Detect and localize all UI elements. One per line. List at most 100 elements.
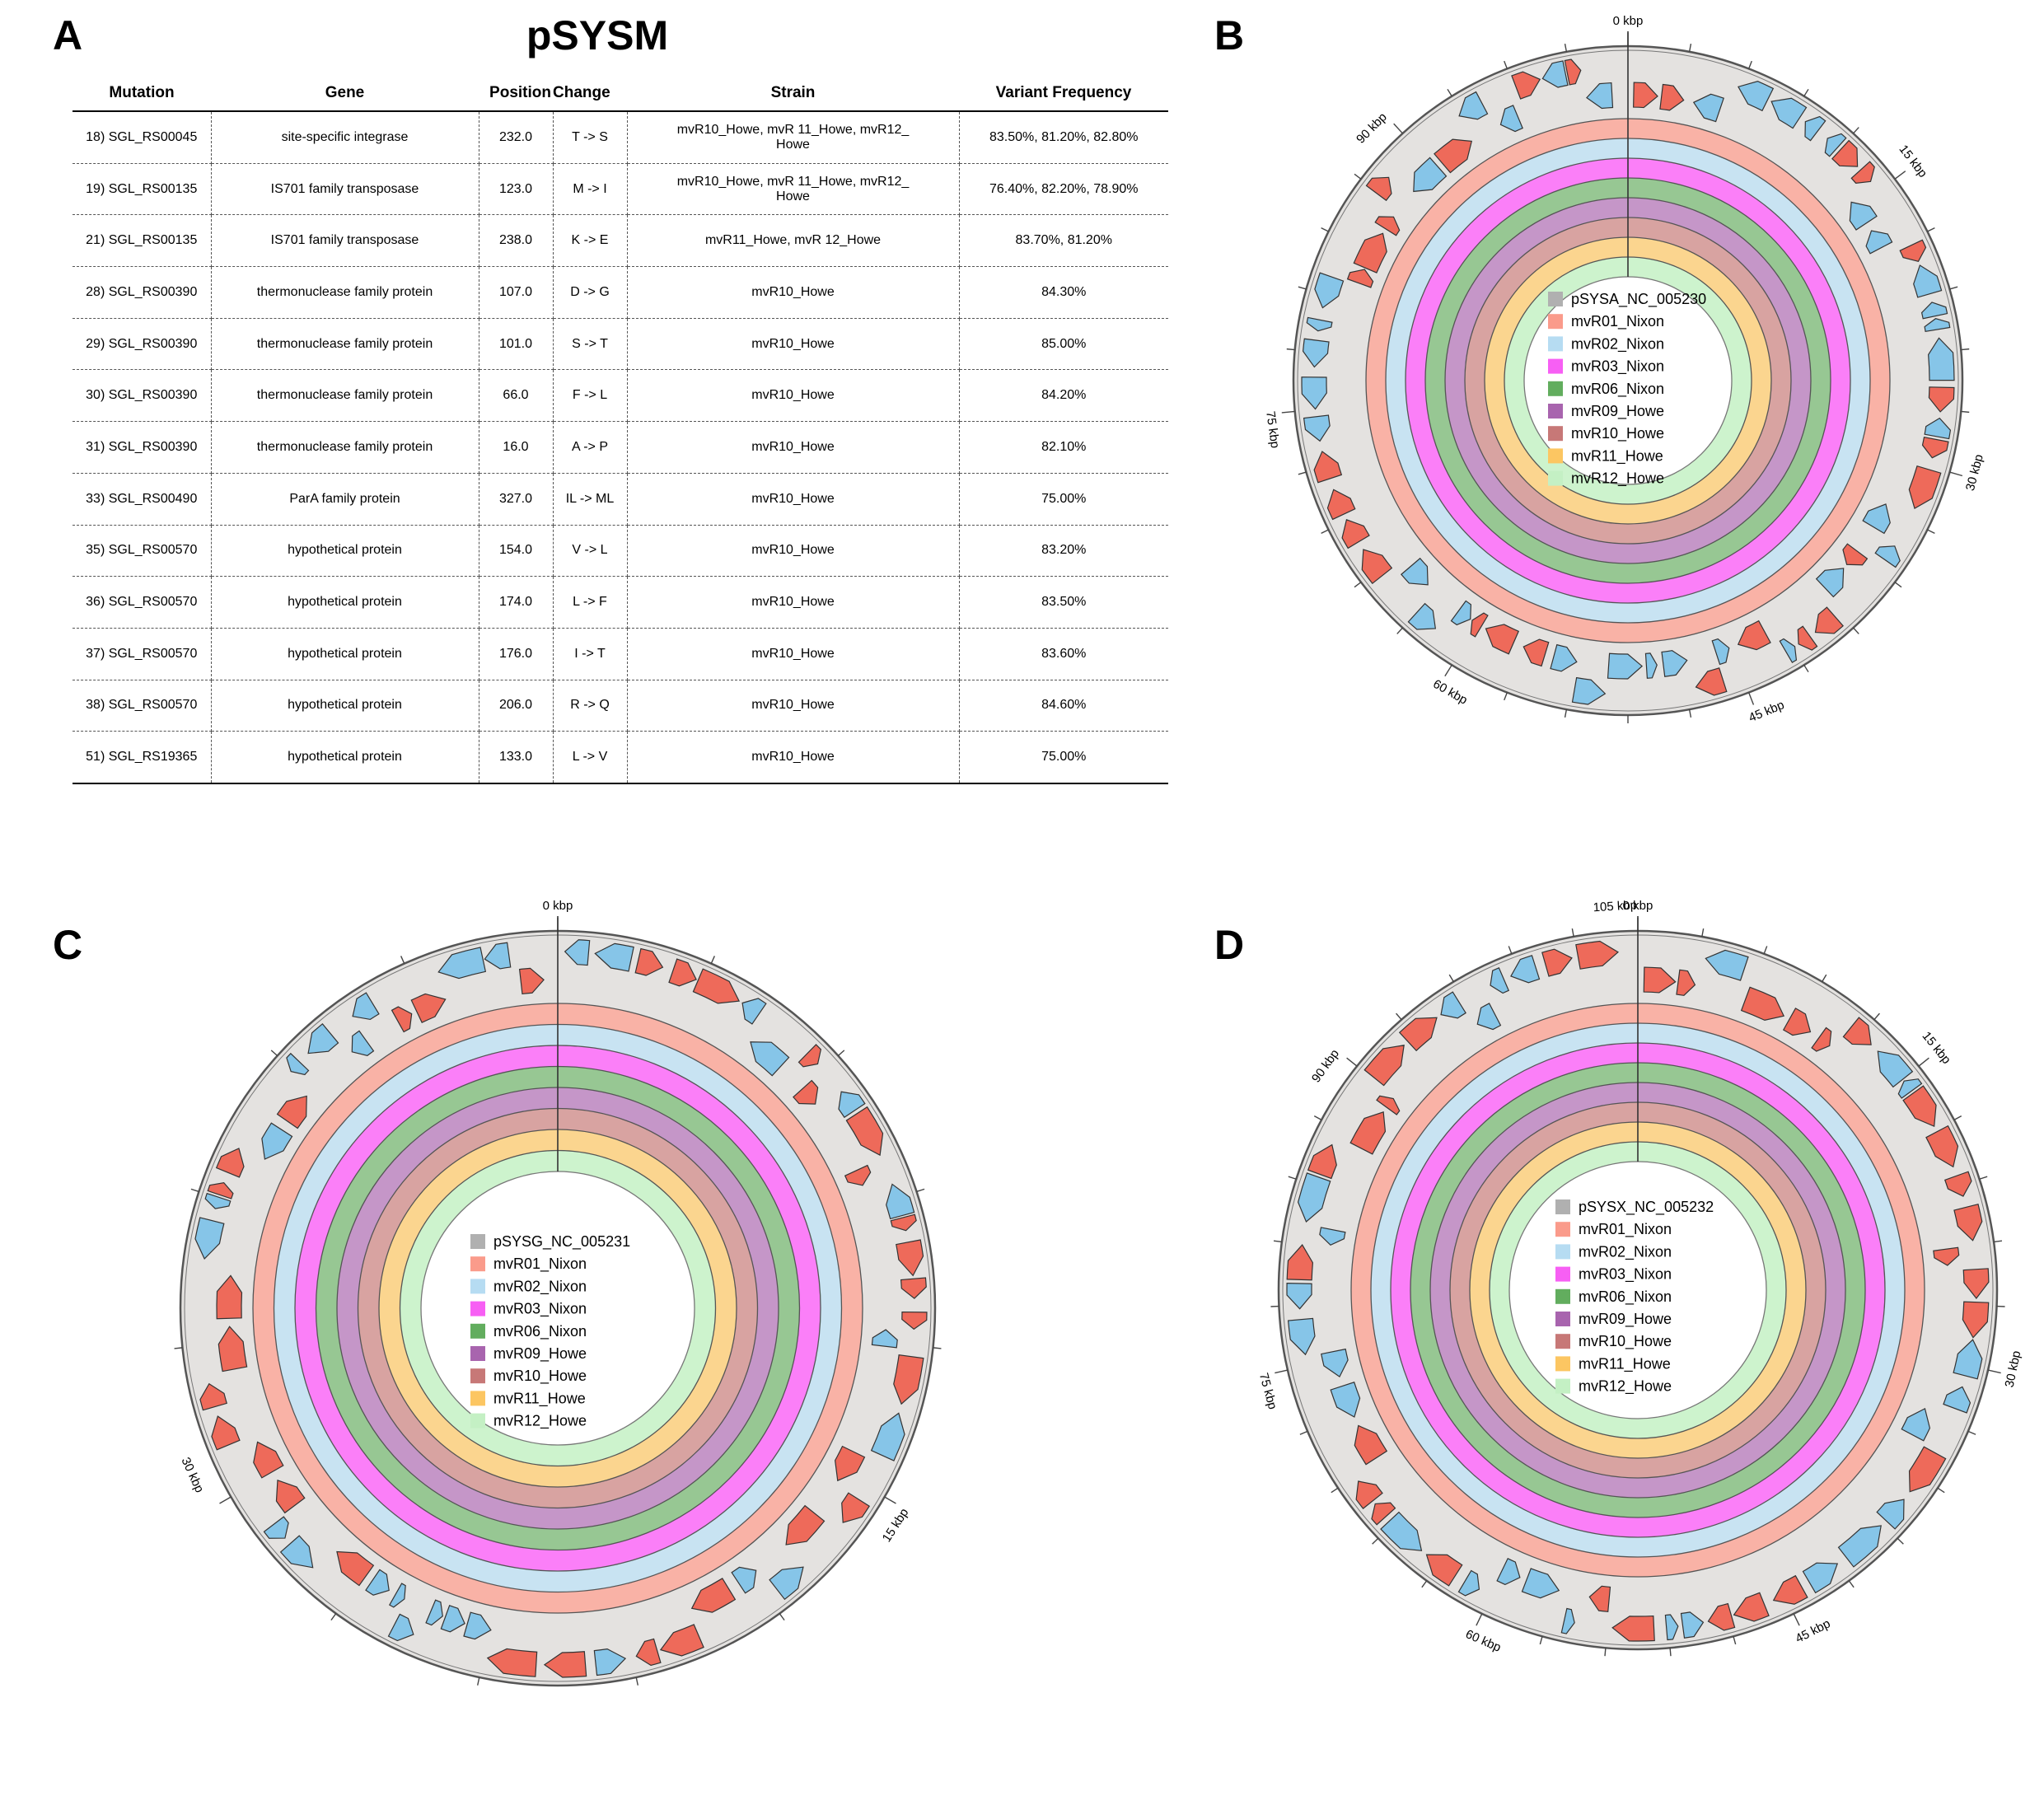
gene-arrow (1902, 1085, 1937, 1127)
gene-arrow (1376, 1095, 1401, 1115)
gene-arrow (564, 939, 591, 966)
legend-label: mvR10_Howe (493, 1368, 587, 1385)
kbp-label: 45 kbp (1794, 1616, 1833, 1646)
gene-arrow (1349, 1111, 1387, 1155)
gene-arrow (1353, 232, 1387, 274)
gene-arrow (1341, 518, 1370, 549)
gene-arrow (1740, 986, 1785, 1021)
gene-arrow (1321, 1348, 1349, 1378)
legend-label: mvR09_Howe (1571, 403, 1664, 420)
tick-mark (1949, 286, 1958, 290)
gene-arrow (1899, 239, 1927, 263)
gene-arrow (1804, 115, 1827, 142)
tick-mark (1853, 127, 1859, 134)
tick-mark (1733, 1636, 1737, 1645)
tick-mark (1961, 410, 1970, 414)
legend-label: mvR09_Howe (1579, 1311, 1672, 1328)
gene-arrow (1831, 139, 1859, 167)
gene-arrow (1313, 451, 1343, 484)
gene-arrow (1802, 1562, 1839, 1594)
legend-label: mvR11_Howe (1579, 1355, 1671, 1372)
tick-mark (837, 1050, 845, 1057)
gene-arrow (1470, 612, 1489, 638)
gene-arrow (1962, 1268, 1990, 1299)
legend-swatch (1548, 404, 1563, 419)
legend-label: mvR11_Howe (1571, 447, 1663, 465)
cell-position: 154.0 (479, 525, 554, 578)
legend-label: mvR06_Nixon (1579, 1288, 1672, 1306)
cell-change: D -> G (553, 266, 628, 319)
cell-change: F -> L (553, 369, 628, 423)
gene-arrow (1457, 1569, 1480, 1597)
tick-mark (1803, 88, 1809, 97)
cell-gene: thermonuclease family protein (211, 421, 479, 474)
tick-mark (1701, 928, 1705, 938)
gene-arrow (1933, 1246, 1960, 1266)
cell-gene: ParA family protein (211, 473, 479, 526)
legend-swatch (1555, 1266, 1570, 1282)
legend-swatch (1555, 1334, 1570, 1349)
legend-swatch (1548, 381, 1563, 396)
gene-arrow (900, 1277, 927, 1299)
cell-strain: mvR10_Howe (627, 318, 960, 371)
gene-arrow (1401, 557, 1429, 586)
panel-letter-a: A (53, 12, 83, 58)
kbp-label: 30 kbp (2003, 1349, 2024, 1389)
gene-arrow (1450, 600, 1472, 626)
legend-label: mvR03_Nixon (493, 1301, 587, 1318)
legend-swatch (470, 1323, 485, 1339)
cell-change: A -> P (553, 421, 628, 474)
tick-mark (1393, 123, 1403, 134)
gene-arrow (1365, 176, 1392, 202)
gene-arrow (690, 1578, 737, 1613)
tick-mark (916, 1188, 925, 1193)
legend-swatch (1548, 336, 1563, 352)
gene-arrow (1644, 652, 1658, 679)
gene-arrow (1521, 1568, 1560, 1599)
cell-position: 133.0 (479, 731, 554, 784)
cell-position: 107.0 (479, 266, 554, 319)
legend-swatch (470, 1413, 485, 1429)
cell-gene: thermonuclease family protein (211, 369, 479, 423)
cell-gene: hypothetical protein (211, 628, 479, 680)
gene-arrow (1611, 1615, 1655, 1642)
table-row: 19) SGL_RS00135 IS701 family transposase 1… (72, 163, 1168, 216)
gene-arrow (896, 1239, 924, 1277)
tick-mark (1873, 1012, 1880, 1021)
gene-arrow (1920, 302, 1948, 320)
tick-mark (1539, 1636, 1543, 1645)
cell-gene: site-specific integrase (211, 111, 479, 164)
gene-arrow (1707, 1602, 1736, 1631)
gene-arrow (1737, 620, 1771, 651)
tick-mark (1396, 1012, 1402, 1021)
gene-arrow (1499, 105, 1523, 133)
legend-label: pSYSA_NC_005230 (1571, 291, 1706, 308)
gene-arrow (1476, 1003, 1502, 1031)
cell-strain: mvR10_Howe (627, 628, 960, 680)
cell-variant-frequency: 75.00% (959, 473, 1168, 526)
gene-arrow (1330, 1382, 1361, 1418)
cell-position: 123.0 (479, 163, 554, 216)
cell-strain: mvR10_Howe (627, 421, 960, 474)
cell-mutation: 21) SGL_RS00135 (72, 214, 212, 268)
cell-change: S -> T (553, 318, 628, 371)
kbp-label: 0 kbp (1623, 899, 1653, 913)
tick-mark (1937, 1487, 1945, 1494)
tick-mark (1286, 348, 1295, 351)
gene-arrow (1374, 216, 1401, 236)
cell-position: 16.0 (479, 421, 554, 474)
gene-arrow (1921, 436, 1949, 459)
gene-arrow (1314, 272, 1345, 309)
plasmid-map-c-rings (179, 929, 937, 1687)
kbp-label: 0 kbp (543, 899, 573, 913)
gene-arrow (793, 1079, 819, 1105)
kbp-label: 30 kbp (178, 1455, 206, 1494)
gene-arrow (1901, 1407, 1931, 1442)
cell-mutation: 33) SGL_RS00490 (72, 473, 212, 526)
gene-arrow (1661, 650, 1688, 677)
gene-arrow (769, 1566, 804, 1601)
header-variant-frequency: Variant Frequency (959, 76, 1168, 112)
gene-arrow (1738, 81, 1775, 112)
cell-change: IL -> ML (553, 473, 628, 526)
legend-swatch (1548, 314, 1563, 330)
